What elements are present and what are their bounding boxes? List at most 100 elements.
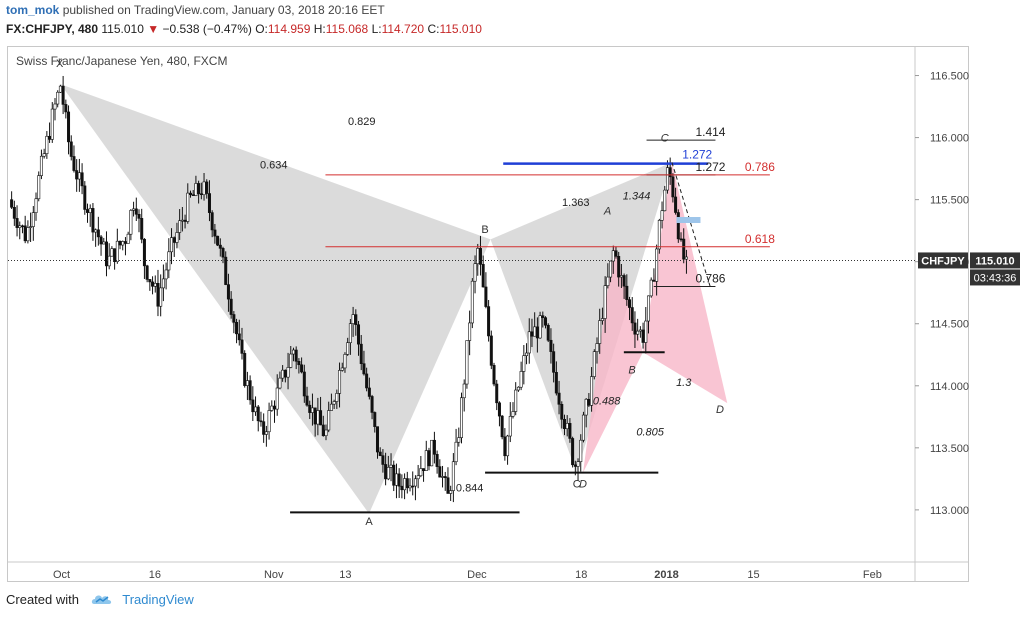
gray-pattern-triangle-bcd: [490, 162, 672, 473]
candle-body: [375, 426, 379, 453]
created-with-text: Created with: [6, 592, 79, 607]
x-tick-label: Dec: [467, 569, 487, 581]
x-tick-label: Nov: [264, 569, 284, 581]
candle-body: [153, 282, 157, 287]
candle-body: [302, 371, 306, 397]
candle-body: [264, 431, 268, 435]
candle-body: [457, 437, 461, 443]
ratio-label: 1.3: [676, 377, 692, 389]
candle-body: [392, 464, 396, 486]
candle-body: [557, 392, 561, 405]
candle-body: [514, 389, 518, 412]
candle-body: [245, 380, 249, 386]
candle-body: [324, 429, 328, 437]
candle-body: [338, 370, 342, 394]
candle-body: [199, 193, 203, 196]
candle-body: [657, 220, 661, 250]
candle-body: [262, 421, 266, 435]
candle-body: [454, 441, 458, 463]
candle-body: [156, 282, 160, 307]
candle-body: [37, 175, 41, 200]
candle-body: [45, 135, 49, 154]
candle-body: [134, 208, 138, 215]
candle-body: [554, 372, 558, 394]
candle-body: [568, 423, 572, 439]
candle-body: [465, 340, 469, 385]
candle-body: [587, 398, 591, 406]
down-arrow-icon: ▼: [147, 22, 160, 36]
candle-body: [86, 209, 90, 213]
candle-body: [405, 478, 409, 489]
candle-body: [213, 229, 217, 237]
candle-body: [441, 476, 445, 478]
candle-body: [394, 473, 398, 486]
candle-body: [186, 192, 190, 222]
candle-body: [18, 225, 22, 228]
symbol-tag: CHFJPY: [921, 255, 965, 267]
candle-body: [151, 281, 155, 287]
candle-body: [389, 464, 393, 468]
candle-body: [58, 85, 62, 93]
candle-body: [107, 255, 111, 267]
candle-body: [115, 240, 119, 262]
candle-body: [584, 398, 588, 416]
candle-body: [603, 285, 607, 319]
candle-body: [310, 407, 314, 413]
candle-body: [327, 410, 331, 431]
countdown-tag-bg: [970, 269, 1020, 286]
high-value: 115.068: [325, 22, 369, 36]
candle-body: [12, 206, 16, 219]
candle-body: [26, 227, 30, 242]
candle-body: [161, 278, 165, 289]
candle-body: [256, 406, 260, 422]
candle-body: [679, 238, 683, 241]
candle-body: [438, 466, 442, 478]
candle-body: [538, 315, 542, 339]
candle-body: [378, 451, 382, 456]
candle-body: [370, 396, 374, 413]
candle-body: [636, 330, 640, 335]
chart-frame[interactable]: [7, 46, 969, 582]
symbol-label: FX:CHFJPY, 480: [6, 22, 99, 36]
candle-body: [259, 420, 263, 423]
candle-body: [508, 416, 512, 437]
candle-body: [72, 156, 76, 171]
candle-body: [592, 351, 596, 377]
candle-body: [15, 218, 19, 228]
candle-body: [332, 401, 336, 405]
candle-body: [576, 461, 580, 467]
candle-body: [235, 321, 239, 335]
candle-body: [411, 485, 415, 488]
candle-body: [606, 276, 610, 286]
pattern-point-label: C: [661, 132, 669, 144]
level-label: 1.272: [682, 148, 712, 162]
candle-body: [473, 263, 477, 282]
high-label: H:: [313, 22, 326, 36]
candle-body: [416, 475, 420, 480]
candle-body: [424, 450, 428, 471]
author-link[interactable]: tom_mok: [6, 3, 60, 17]
candle-body: [573, 464, 577, 467]
candle-body: [638, 329, 642, 332]
candle-body: [20, 225, 24, 228]
candle-body: [216, 235, 220, 246]
candle-body: [77, 172, 81, 180]
candle-body: [541, 315, 545, 318]
candle-body: [397, 473, 401, 487]
candle-body: [237, 333, 241, 341]
candle-body: [668, 167, 672, 178]
candle-body: [180, 219, 184, 222]
candle-body: [340, 367, 344, 371]
candle-body: [665, 167, 669, 191]
candle-body: [113, 248, 117, 262]
candle-body: [281, 369, 285, 379]
y-tick-label: 114.000: [930, 381, 969, 393]
tradingview-brand-link[interactable]: TradingView: [122, 592, 194, 607]
candle-body: [102, 241, 106, 245]
pattern-point-label: B: [481, 224, 488, 236]
candle-body: [633, 322, 637, 335]
candle-body: [600, 318, 604, 321]
candle-body: [254, 406, 258, 413]
candle-body: [403, 478, 407, 491]
